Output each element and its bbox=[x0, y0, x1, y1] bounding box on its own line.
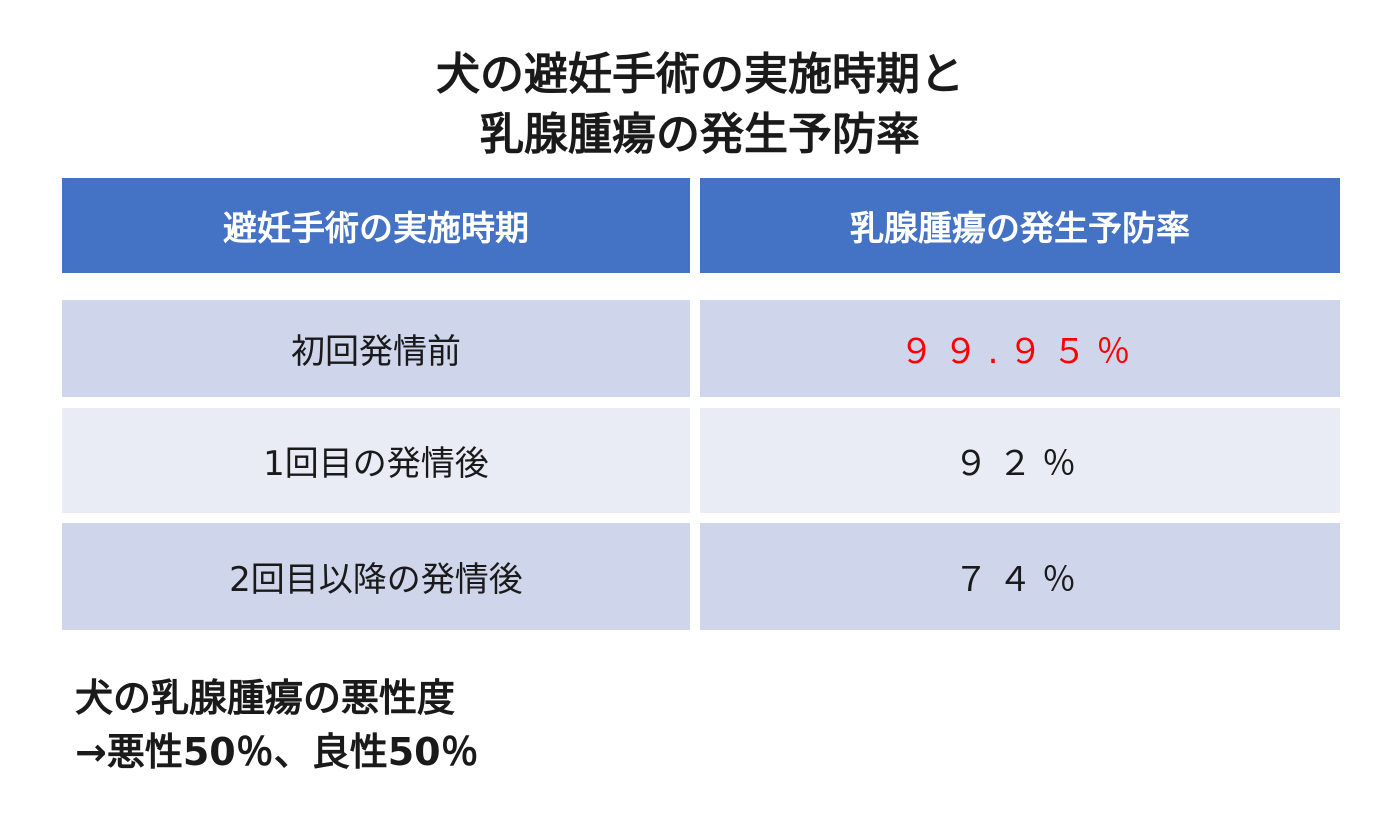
title-line: 犬の避妊手術の実施時期と bbox=[436, 49, 964, 100]
table-cell: ９９.９５％ bbox=[700, 300, 1340, 397]
note-line: →悪性50％、良性50％ bbox=[75, 730, 479, 774]
table-cell: ９２％ bbox=[700, 408, 1340, 513]
header-cell: 乳腺腫瘍の発生予防率 bbox=[700, 178, 1340, 273]
header-cell: 避妊手術の実施時期 bbox=[62, 178, 690, 273]
note-line: 犬の乳腺腫瘍の悪性度 bbox=[75, 676, 456, 720]
table-cell: ７４％ bbox=[700, 523, 1340, 630]
table-cell: 2回目以降の発情後 bbox=[62, 523, 690, 630]
table-cell: 初回発情前 bbox=[62, 300, 690, 397]
title-line: 乳腺腫瘍の発生予防率 bbox=[480, 109, 920, 160]
table-cell: 1回目の発情後 bbox=[62, 408, 690, 513]
